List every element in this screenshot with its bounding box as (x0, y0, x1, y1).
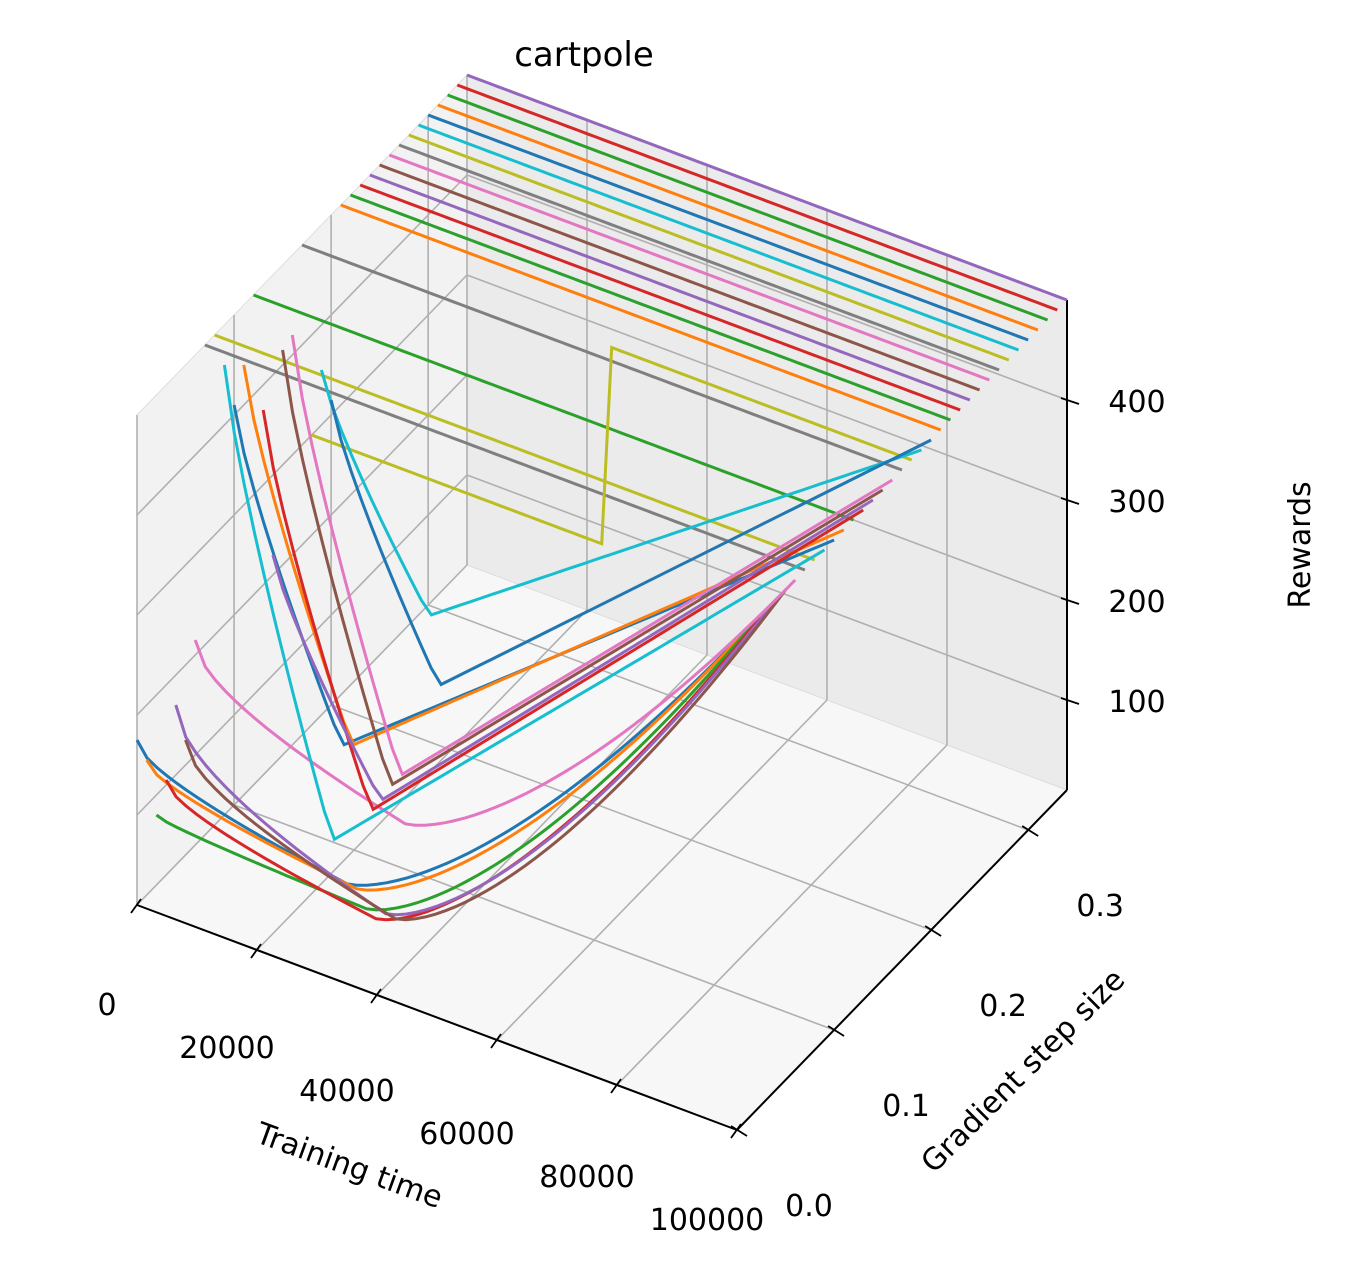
data-series (135, 73, 1068, 922)
z-tick (1060, 597, 1080, 605)
tick-label: 60000 (419, 1117, 514, 1152)
tick-label: 0 (97, 988, 116, 1023)
series-line-20 (319, 369, 922, 617)
series-line-16 (281, 349, 884, 787)
series-line-2 (145, 628, 748, 892)
series-line-14 (261, 409, 864, 812)
y-axis-line (736, 789, 1068, 1131)
series-line-21 (329, 399, 932, 687)
series-line-10 (222, 364, 826, 842)
y-tick (827, 1025, 845, 1037)
series-line-25 (369, 173, 971, 402)
x-tick (490, 1033, 502, 1049)
series-line-15 (271, 498, 874, 802)
series-line-29 (408, 133, 1010, 362)
y-tick (1021, 825, 1039, 837)
grid-line-x (616, 744, 948, 1086)
series-line-22 (340, 203, 942, 432)
series-line-31 (427, 113, 1029, 342)
series-line-5 (174, 599, 777, 917)
z-tick (1060, 397, 1080, 405)
tick-label: 100000 (650, 1203, 765, 1238)
y-tick (730, 1125, 748, 1137)
grid-line-z (136, 374, 468, 716)
series-line-26 (379, 163, 981, 392)
grid-line-z (466, 174, 1068, 401)
series-line-13 (252, 293, 855, 522)
series-line-18 (301, 243, 903, 472)
grid-line-x (496, 699, 828, 1041)
z-tick (1060, 697, 1080, 705)
grid-line-z (466, 274, 1068, 501)
grid-line-y (330, 704, 932, 931)
series-line-8 (204, 343, 806, 572)
x-tick (730, 1123, 742, 1139)
axis-lines (130, 300, 1080, 1139)
series-line-24 (359, 183, 961, 412)
tick-label: 0.1 (882, 1089, 930, 1124)
tick-label: 0.2 (979, 989, 1027, 1024)
series-line-6 (184, 589, 787, 922)
series-line-23 (349, 193, 952, 422)
series-line-17 (290, 334, 894, 777)
tick-label: 80000 (539, 1160, 634, 1195)
x-tick (610, 1078, 622, 1094)
tick-label: 400 (1108, 385, 1165, 420)
tick-label: 40000 (299, 1074, 394, 1109)
series-line-34 (456, 83, 1058, 312)
x-tick (250, 943, 262, 959)
tick-label: 200 (1108, 585, 1165, 620)
grid-line-z (466, 474, 1068, 701)
tick-label: 20000 (179, 1031, 274, 1066)
series-line-30 (417, 123, 1020, 352)
tick-label: 0.3 (1076, 889, 1124, 924)
series-line-33 (447, 93, 1049, 322)
series-line-32 (437, 103, 1039, 332)
tick-label: 0.0 (785, 1189, 833, 1224)
z-axis-label: Rewards (1283, 481, 1318, 608)
series-line-9 (214, 333, 816, 562)
x-tick (370, 988, 382, 1004)
tick-label: 300 (1108, 485, 1165, 520)
series-line-1 (135, 638, 739, 887)
chart-title: cartpole (514, 35, 654, 75)
tick-labels: 0 20000 40000 60000 80000 100000 0.0 0.1 0.2 0.3 1… (97, 385, 1165, 1238)
series-line-7 (193, 578, 797, 827)
tick-label: 100 (1108, 685, 1165, 720)
z-tick (1060, 497, 1080, 505)
series-line-35 (466, 73, 1068, 302)
series-line-19 (311, 345, 913, 546)
x-axis-label: Training time (250, 1116, 447, 1216)
x-axis-line (136, 904, 738, 1131)
grid-line-z (136, 274, 468, 616)
y-tick (924, 925, 942, 937)
x-tick (130, 898, 142, 914)
series-line-27 (388, 153, 990, 382)
grid-line-y (233, 804, 835, 1031)
series-line-3 (155, 619, 758, 912)
series-line-28 (398, 143, 1000, 372)
